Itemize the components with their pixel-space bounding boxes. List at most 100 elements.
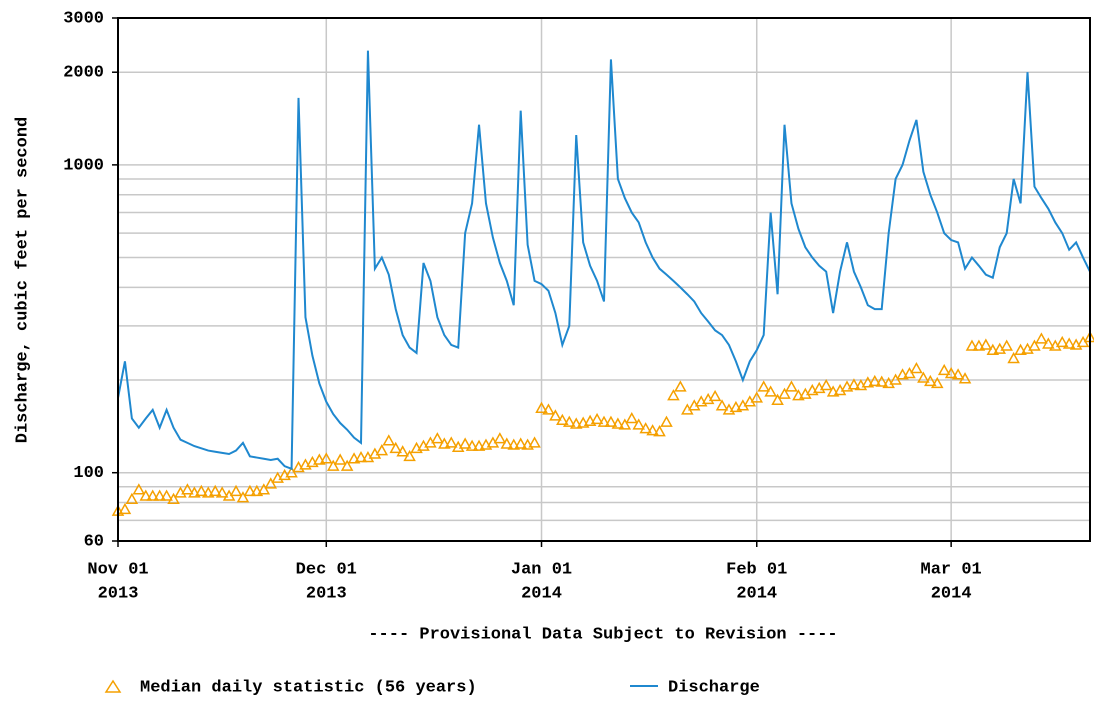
median-marker	[340, 459, 354, 471]
median-marker	[819, 378, 833, 391]
plot-frame	[117, 17, 1091, 542]
median-marker	[382, 434, 396, 446]
median-marker	[785, 380, 798, 392]
marks	[111, 50, 1094, 516]
median-marker	[583, 414, 597, 426]
median-marker	[389, 441, 402, 454]
median-marker	[458, 437, 472, 449]
y-tick-label: 2000	[63, 64, 104, 83]
median-marker	[1035, 332, 1048, 344]
median-marker	[729, 400, 743, 413]
x-tick-label: Feb 01	[726, 560, 787, 579]
median-marker	[917, 371, 930, 383]
median-marker	[715, 399, 729, 411]
annotation: ---- Provisional Data Subject to Revisio…	[368, 625, 837, 644]
median-marker	[875, 375, 888, 387]
median-marker	[320, 452, 333, 464]
median-marker	[417, 439, 430, 451]
y-axis-label: Discharge, cubic feet per second	[13, 117, 32, 443]
median-marker	[354, 451, 368, 463]
median-marker	[542, 403, 555, 415]
median-marker	[937, 363, 951, 376]
median-marker	[674, 380, 687, 392]
median-marker	[792, 389, 805, 401]
median-marker	[229, 484, 243, 497]
median-marker	[215, 486, 229, 498]
median-marker	[757, 380, 770, 392]
median-marker	[208, 484, 222, 497]
median-marker	[514, 437, 527, 449]
median-marker	[1000, 339, 1013, 351]
median-marker	[771, 393, 784, 405]
median-marker	[563, 415, 576, 427]
median-marker	[243, 484, 257, 497]
median-marker	[257, 483, 271, 495]
median-marker	[965, 339, 979, 351]
median-marker	[868, 374, 882, 387]
median-marker	[972, 339, 986, 351]
median-marker	[979, 338, 993, 350]
median-marker	[431, 432, 444, 444]
legend-marker	[104, 679, 122, 693]
legend: Median daily statistic (56 years) Discha…	[104, 678, 760, 697]
median-marker	[569, 417, 583, 429]
median-marker	[507, 438, 521, 450]
median-marker	[195, 484, 208, 497]
x-tick-label: 2014	[521, 584, 562, 603]
x-tick-label: 2014	[736, 584, 777, 603]
median-marker	[625, 411, 639, 424]
median-marker	[646, 424, 659, 436]
median-marker	[139, 489, 153, 501]
median-marker	[264, 477, 278, 489]
median-marker	[465, 439, 479, 451]
median-marker	[639, 422, 652, 434]
median-marker	[396, 445, 409, 457]
x-tick-label: 2013	[306, 584, 347, 603]
median-marker	[125, 492, 139, 504]
median-marker	[826, 385, 840, 397]
median-marker	[1007, 351, 1020, 364]
median-marker	[896, 368, 909, 380]
x-tick-label: 2013	[98, 584, 139, 603]
median-marker	[604, 415, 618, 427]
median-marker	[924, 374, 937, 387]
median-marker	[250, 484, 264, 497]
median-marker	[1055, 335, 1069, 348]
x-tick-label: Dec 01	[296, 560, 357, 579]
median-marker	[556, 413, 569, 426]
median-marker	[590, 412, 604, 425]
y-tick-label: 1000	[63, 156, 104, 175]
x-tick-label: 2014	[931, 584, 972, 603]
median-marker	[1014, 343, 1027, 355]
x-tick-label: Mar 01	[921, 560, 982, 579]
median-marker	[118, 502, 132, 515]
y-tick-label: 60	[84, 532, 104, 551]
median-marker	[1028, 339, 1041, 351]
median-marker	[326, 459, 340, 471]
median-marker	[313, 453, 326, 465]
median-marker	[146, 489, 159, 501]
x-tick-label: Jan 01	[511, 560, 572, 579]
median-marker	[930, 376, 944, 389]
median-marker	[653, 425, 666, 437]
median-marker	[750, 391, 764, 403]
median-marker	[472, 439, 486, 451]
median-marker	[438, 437, 451, 449]
median-marker	[375, 444, 389, 456]
median-marker	[618, 418, 632, 430]
legend-label: Discharge	[668, 678, 760, 697]
median-marker	[528, 436, 541, 448]
median-marker	[500, 437, 514, 449]
median-marker	[576, 416, 590, 428]
x-tick-label: Nov 01	[87, 560, 148, 579]
median-marker	[958, 372, 972, 384]
median-marker	[1062, 337, 1076, 349]
discharge-line	[117, 50, 1091, 471]
median-marker	[708, 389, 722, 402]
median-marker	[910, 361, 923, 374]
legend-label: Median daily statistic (56 years)	[140, 678, 477, 697]
median-marker	[132, 483, 146, 495]
median-marker	[347, 452, 361, 464]
median-marker	[611, 417, 625, 429]
